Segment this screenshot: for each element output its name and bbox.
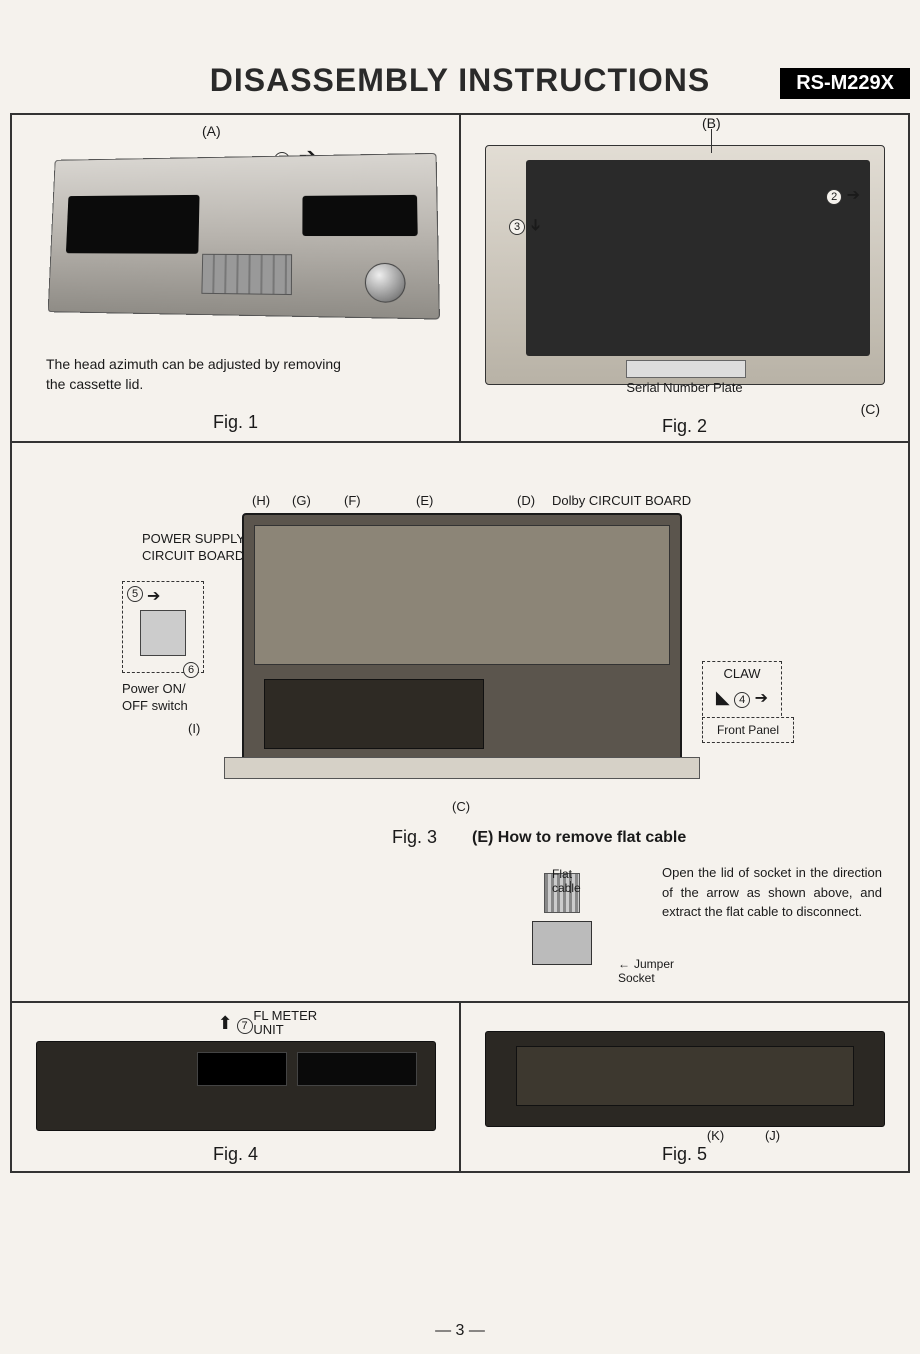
front-panel-view	[485, 1031, 885, 1127]
device-front-view	[47, 153, 439, 320]
step-5-number: 5	[127, 586, 143, 602]
callout-c-fig3: (C)	[452, 799, 470, 814]
power-supply-board-label: POWER SUPPLY CIRCUIT BOARD	[142, 531, 245, 565]
leader-line	[711, 129, 712, 153]
fig5-caption: Fig. 5	[461, 1144, 908, 1165]
figure-1-cell: (A) 1 ➔ The head azimuth can be adjusted…	[11, 114, 460, 442]
power-switch-drawing	[140, 610, 186, 656]
callout-a-label: (A)	[202, 123, 221, 139]
callout-a: (A)	[202, 123, 221, 139]
step-7-number: 7	[237, 1018, 253, 1034]
jumper-socket-drawing	[532, 921, 592, 965]
fig4-caption: Fig. 4	[12, 1144, 459, 1165]
front-panel-rear-view	[36, 1041, 436, 1131]
main-pcb	[254, 525, 670, 665]
step-2-marker: 2 ➔	[826, 185, 860, 205]
fig3-caption: Fig. 3	[392, 827, 437, 848]
arrow-icon: ➔	[147, 586, 160, 606]
callout-f: (F)	[344, 493, 361, 508]
callout-e: (E)	[416, 493, 433, 508]
panel-slot	[516, 1046, 854, 1106]
callout-i: (I)	[188, 721, 200, 736]
azimuth-note: The head azimuth can be adjusted by remo…	[46, 355, 346, 394]
front-panel-label-box: Front Panel	[702, 717, 794, 743]
volume-knob	[364, 263, 405, 303]
step-7-marker: ⬆ 7	[218, 1013, 253, 1034]
mechanism-block	[264, 679, 484, 749]
figure-3-cell: (H) (G) (F) (E) (D) Dolby CIRCUIT BOARD …	[11, 442, 909, 1002]
flat-cable-diagram: Flat cable ←Jumper Socket	[522, 873, 602, 983]
power-switch-inset: 5 ➔ 6	[122, 581, 204, 673]
fl-meter-unit-label: FL METER UNIT	[253, 1009, 317, 1038]
claw-icon: ◣	[716, 687, 730, 707]
front-rail	[224, 757, 700, 779]
panel-window	[197, 1052, 287, 1086]
device-top-view	[485, 145, 885, 385]
device-internal-view	[242, 513, 682, 763]
callout-k: (K)	[707, 1128, 724, 1143]
fig1-caption: Fig. 1	[12, 412, 459, 433]
flat-cable-instructions: Open the lid of socket in the direction …	[662, 863, 882, 922]
step-3-number: 3	[509, 219, 525, 235]
top-cover-panel	[526, 160, 870, 356]
page-number: — 3 —	[435, 1322, 485, 1340]
front-panel-label: Front Panel	[717, 723, 779, 737]
flat-cable-section: Flat cable ←Jumper Socket Open the lid o…	[472, 863, 878, 1003]
leader-arrow-icon: ←	[618, 957, 630, 971]
howto-remove-flat-cable-title: (E) How to remove flat cable	[472, 829, 686, 847]
step-6-number: 6	[183, 662, 199, 678]
serial-plate	[626, 360, 746, 378]
arrow-icon: ➔	[526, 218, 546, 231]
claw-label: CLAW	[707, 666, 777, 681]
button-bank	[201, 254, 292, 295]
up-arrow-icon: ⬆	[218, 1013, 233, 1033]
figure-4-cell: ⬆ 7 FL METER UNIT Fig. 4	[11, 1002, 460, 1172]
arrow-icon: ➔	[755, 690, 768, 707]
panel-window-2	[297, 1052, 417, 1086]
callout-d: (D)	[517, 493, 535, 508]
flat-cable-label: Flat cable	[552, 867, 602, 895]
figures-frame: (A) 1 ➔ The head azimuth can be adjusted…	[10, 113, 910, 1173]
callout-j: (J)	[765, 1128, 780, 1143]
callout-c: (C)	[861, 401, 880, 417]
serial-number-label: Serial Number Plate	[626, 380, 742, 395]
dolby-board-label: Dolby CIRCUIT BOARD	[552, 493, 691, 508]
figure-5-cell: (K) (J) Fig. 5	[460, 1002, 909, 1172]
step-3-marker: 3 ➔	[509, 215, 543, 235]
leader-line	[570, 881, 571, 893]
power-switch-label: Power ON/ OFF switch	[122, 681, 188, 715]
cassette-window	[65, 195, 199, 254]
figure-2-cell: (B) 2 ➔ 3 ➔ Serial Number Plate (C) Fig.…	[460, 114, 909, 442]
callout-h: (H)	[252, 493, 270, 508]
step-2-number: 2	[826, 189, 842, 205]
fig2-caption: Fig. 2	[461, 416, 908, 437]
jumper-socket-label: ←Jumper Socket	[618, 957, 674, 985]
step-4-number: 4	[734, 692, 750, 708]
arrow-icon: ➔	[847, 187, 860, 204]
display-panel	[302, 195, 417, 236]
model-badge: RS-M229X	[780, 68, 910, 99]
callout-g: (G)	[292, 493, 311, 508]
claw-inset: CLAW ◣ 4 ➔	[702, 661, 782, 721]
